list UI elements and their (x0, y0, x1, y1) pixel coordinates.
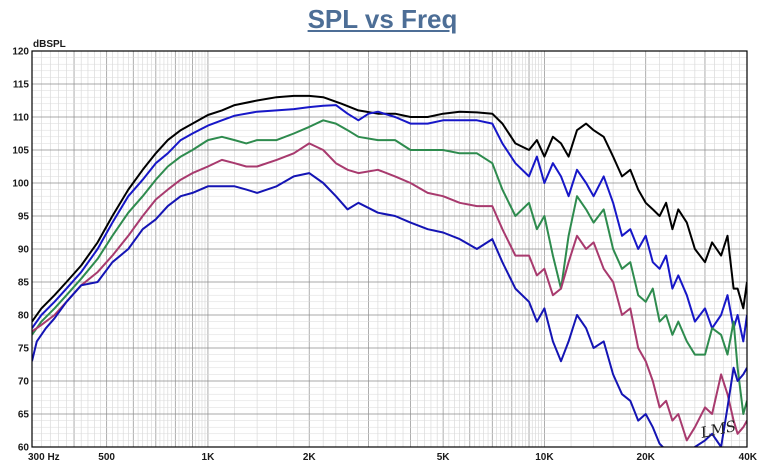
y-tick-label: 85 (18, 278, 30, 289)
x-tick-labels: 300 Hz 500 1K 2K 5K 10K 20K 40K (28, 452, 758, 463)
y-tick-label: 60 (18, 443, 30, 454)
x-tick-label: 500 (98, 452, 115, 463)
y-tick-label: 70 (18, 377, 30, 388)
y-tick-label: 115 (13, 80, 30, 91)
grid (32, 51, 747, 447)
x-tick-label: 1K (202, 452, 216, 463)
y-tick-label: 95 (18, 212, 30, 223)
y-tick-label: 110 (13, 113, 30, 124)
y-tick-label: 80 (18, 311, 30, 322)
chart-title: SPL vs Freq (307, 4, 458, 34)
series-line-1 (32, 94, 747, 323)
x-tick-label: 300 Hz (28, 452, 60, 463)
y-tick-label: 105 (12, 146, 29, 157)
y-tick-label: 100 (12, 179, 29, 190)
x-tick-label: 2K (303, 452, 317, 463)
x-tick-label: 10K (535, 452, 554, 463)
y-tick-label: 75 (18, 344, 30, 355)
y-tick-labels: 60 65 70 75 80 85 90 95 100 105 110 115 120 (12, 47, 29, 454)
y-tick-label: 65 (18, 410, 30, 421)
x-tick-label: 40K (739, 452, 758, 463)
series-line-5 (32, 172, 747, 447)
y-axis-label: dBSPL (33, 39, 66, 50)
x-tick-label: 20K (637, 452, 656, 463)
y-tick-label: 90 (18, 245, 30, 256)
series-line-3 (32, 119, 747, 415)
series-line-2 (32, 104, 747, 343)
series-lines (32, 94, 747, 447)
plot-frame (31, 50, 748, 448)
y-tick-label: 120 (12, 47, 29, 58)
x-tick-label: 5K (437, 452, 451, 463)
series-line-4 (32, 142, 747, 442)
